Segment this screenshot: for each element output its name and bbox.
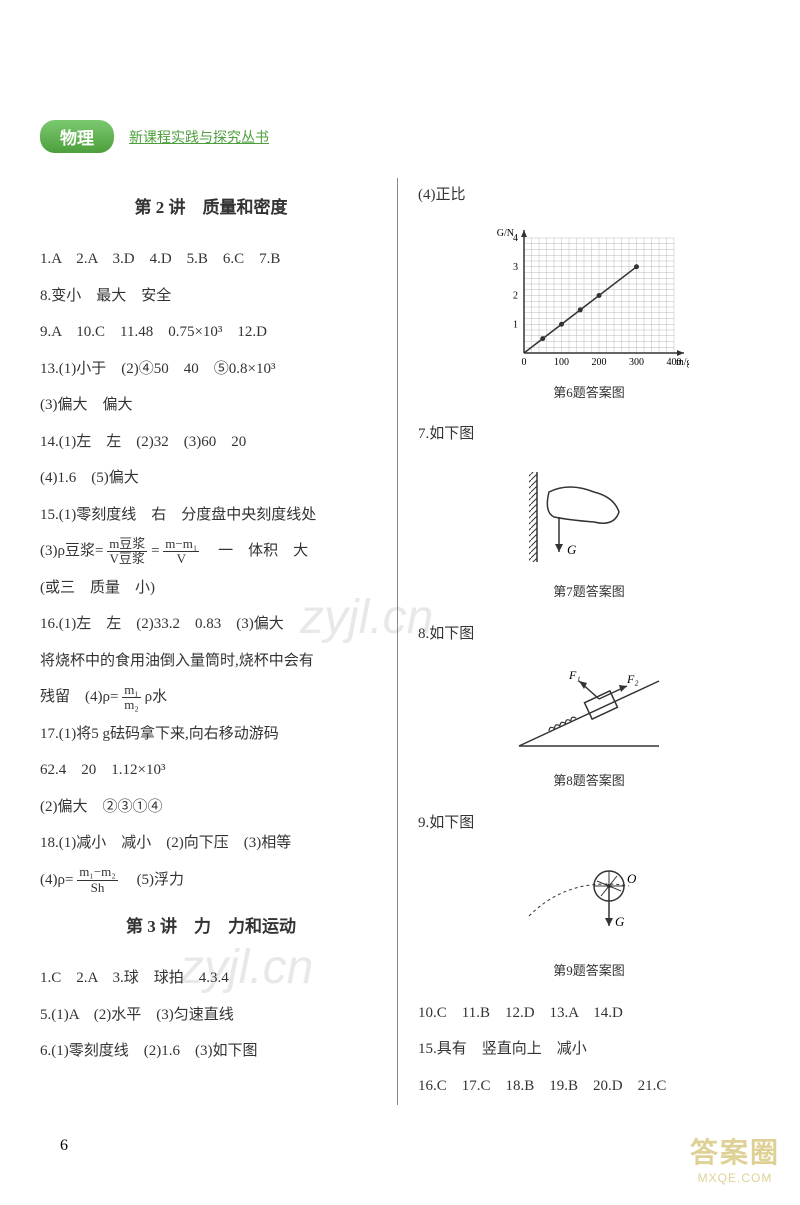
text: ρ水 (145, 689, 168, 705)
figure-7: G 第7题答案图 (418, 462, 760, 607)
answer-line: 7.如下图 (418, 417, 760, 452)
answer-line: 16.(1)左 左 (2)33.2 0.83 (3)偏大 (40, 607, 382, 642)
fraction: m−m₁ V (163, 537, 199, 567)
text: 残留 (4)ρ= (40, 689, 118, 705)
answer-line: 9.如下图 (418, 806, 760, 841)
figure-7-svg: G (519, 462, 659, 572)
answer-line: 5.(1)A (2)水平 (3)匀速直线 (40, 998, 382, 1033)
denominator: m₂ (122, 698, 141, 712)
page-number: 6 (60, 1137, 68, 1155)
answer-line: (3)偏大 偏大 (40, 388, 382, 423)
svg-text:3: 3 (513, 261, 518, 272)
svg-text:G: G (615, 914, 625, 929)
text: 一 体积 大 (203, 543, 308, 559)
figure-9-caption: 第9题答案图 (418, 956, 760, 986)
svg-text:2: 2 (513, 290, 518, 301)
numerator: m−m₁ (163, 537, 199, 552)
answer-line: 1.C 2.A 3.球 球拍 4.3.4 (40, 961, 382, 996)
left-column: 第 2 讲 质量和密度 1.A 2.A 3.D 4.D 5.B 6.C 7.B … (40, 178, 398, 1105)
answer-line: 残留 (4)ρ= m₁ m₂ ρ水 (40, 680, 382, 715)
text: (5)浮力 (122, 872, 185, 888)
subject-badge: 物理 (40, 120, 114, 153)
answer-line: 18.(1)减小 减小 (2)向下压 (3)相等 (40, 826, 382, 861)
svg-text:200: 200 (592, 357, 607, 368)
svg-text:1: 1 (513, 319, 518, 330)
figure-8-caption: 第8题答案图 (418, 766, 760, 796)
series-title: 新课程实践与探究丛书 (129, 127, 269, 147)
text: (4)ρ= (40, 872, 73, 888)
svg-text:F₂: F₂ (626, 672, 639, 686)
answer-line: (4)1.6 (5)偏大 (40, 461, 382, 496)
section-2-title: 第 2 讲 质量和密度 (40, 188, 382, 227)
answer-line: (3)ρ豆浆= m豆浆 V豆浆 = m−m₁ V 一 体积 大 (40, 534, 382, 569)
answer-line: (2)偏大 ②③①④ (40, 790, 382, 825)
answer-line: (或三 质量 小) (40, 571, 382, 606)
figure-8-svg: F₁ F₂ (499, 661, 679, 761)
right-column: (4)正比 01002003004001234m/gG/N 第6题答案图 7.如… (418, 178, 760, 1105)
denominator: Sh (77, 881, 118, 895)
svg-text:0: 0 (522, 357, 527, 368)
answer-line: 15.具有 竖直向上 减小 (418, 1032, 760, 1067)
numerator: m豆浆 (107, 537, 147, 552)
fraction: m₁−m₂ Sh (77, 865, 118, 895)
svg-text:O: O (627, 871, 637, 886)
svg-text:m/g: m/g (676, 357, 689, 368)
content-area: 第 2 讲 质量和密度 1.A 2.A 3.D 4.D 5.B 6.C 7.B … (40, 178, 760, 1105)
watermark-logo: 答案圈 (690, 1131, 780, 1171)
chart-6-svg: 01002003004001234m/gG/N (489, 223, 689, 373)
answer-line: 10.C 11.B 12.D 13.A 14.D (418, 996, 760, 1031)
denominator: V (163, 552, 199, 566)
svg-text:100: 100 (554, 357, 569, 368)
answer-line: 将烧杯中的食用油倒入量筒时,烧杯中会有 (40, 644, 382, 679)
section-3-title: 第 3 讲 力 力和运动 (40, 907, 382, 946)
answer-line: (4)正比 (418, 178, 760, 213)
watermark-corner: 答案圈 MXQE.COM (690, 1131, 780, 1185)
figure-7-caption: 第7题答案图 (418, 577, 760, 607)
answer-line: 14.(1)左 左 (2)32 (3)60 20 (40, 425, 382, 460)
answer-line: 15.(1)零刻度线 右 分度盘中央刻度线处 (40, 498, 382, 533)
answer-line: 8.如下图 (418, 617, 760, 652)
figure-9: O G 第9题答案图 (418, 851, 760, 986)
figure-9-svg: O G (509, 851, 669, 951)
svg-text:G: G (567, 542, 577, 557)
page-header: 物理 新课程实践与探究丛书 (40, 120, 760, 153)
denominator: V豆浆 (107, 552, 147, 566)
answer-line: 9.A 10.C 11.48 0.75×10³ 12.D (40, 315, 382, 350)
svg-text:G/N: G/N (497, 228, 514, 239)
answer-line: 1.A 2.A 3.D 4.D 5.B 6.C 7.B (40, 242, 382, 277)
answer-line: 62.4 20 1.12×10³ (40, 753, 382, 788)
figure-6-caption: 第6题答案图 (418, 378, 760, 408)
text: = (151, 543, 159, 559)
watermark-url: MXQE.COM (690, 1171, 780, 1185)
figure-6: 01002003004001234m/gG/N 第6题答案图 (418, 223, 760, 408)
answer-line: 6.(1)零刻度线 (2)1.6 (3)如下图 (40, 1034, 382, 1069)
answer-line: 17.(1)将5 g砝码拿下来,向右移动游码 (40, 717, 382, 752)
numerator: m₁ (122, 683, 141, 698)
answer-line: 16.C 17.C 18.B 19.B 20.D 21.C (418, 1069, 760, 1104)
text: (3)ρ豆浆= (40, 543, 103, 559)
answer-line: (4)ρ= m₁−m₂ Sh (5)浮力 (40, 863, 382, 898)
figure-8: F₁ F₂ 第8题答案图 (418, 661, 760, 796)
numerator: m₁−m₂ (77, 865, 118, 880)
answer-line: 13.(1)小于 (2)④50 40 ⑤0.8×10³ (40, 352, 382, 387)
answer-line: 8.变小 最大 安全 (40, 279, 382, 314)
fraction: m₁ m₂ (122, 683, 141, 713)
fraction: m豆浆 V豆浆 (107, 537, 147, 567)
svg-text:300: 300 (629, 357, 644, 368)
svg-text:F₁: F₁ (568, 668, 581, 682)
